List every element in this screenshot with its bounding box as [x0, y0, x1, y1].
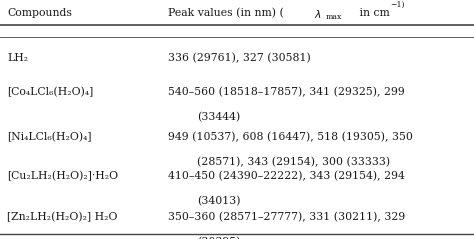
- Text: (30395): (30395): [197, 237, 240, 239]
- Text: max: max: [326, 13, 343, 21]
- Text: [Zn₂LH₂(H₂O)₂] H₂O: [Zn₂LH₂(H₂O)₂] H₂O: [7, 212, 118, 222]
- Text: (33444): (33444): [197, 112, 240, 123]
- Text: (28571), 343 (29154), 300 (33333): (28571), 343 (29154), 300 (33333): [197, 157, 390, 167]
- Text: in cm: in cm: [356, 8, 389, 18]
- Text: 540–560 (18518–17857), 341 (29325), 299: 540–560 (18518–17857), 341 (29325), 299: [168, 87, 405, 98]
- Text: [Co₄LCl₆(H₂O)₄]: [Co₄LCl₆(H₂O)₄]: [7, 87, 93, 98]
- Text: (34013): (34013): [197, 196, 240, 206]
- Text: 350–360 (28571–27777), 331 (30211), 329: 350–360 (28571–27777), 331 (30211), 329: [168, 212, 406, 222]
- Text: [Cu₂LH₂(H₂O)₂]·H₂O: [Cu₂LH₂(H₂O)₂]·H₂O: [7, 171, 118, 181]
- Text: 410–450 (24390–22222), 343 (29154), 294: 410–450 (24390–22222), 343 (29154), 294: [168, 171, 405, 181]
- Text: 949 (10537), 608 (16447), 518 (19305), 350: 949 (10537), 608 (16447), 518 (19305), 3…: [168, 131, 413, 142]
- Text: $\it{\lambda}$: $\it{\lambda}$: [314, 8, 322, 20]
- Text: Compounds: Compounds: [7, 8, 72, 18]
- Text: Peak values (in nm) (: Peak values (in nm) (: [168, 8, 284, 19]
- Text: 336 (29761), 327 (30581): 336 (29761), 327 (30581): [168, 53, 311, 63]
- Text: [Ni₄LCl₆(H₂O)₄]: [Ni₄LCl₆(H₂O)₄]: [7, 131, 91, 142]
- Text: LH₂: LH₂: [7, 53, 28, 63]
- Text: −1): −1): [390, 1, 405, 9]
